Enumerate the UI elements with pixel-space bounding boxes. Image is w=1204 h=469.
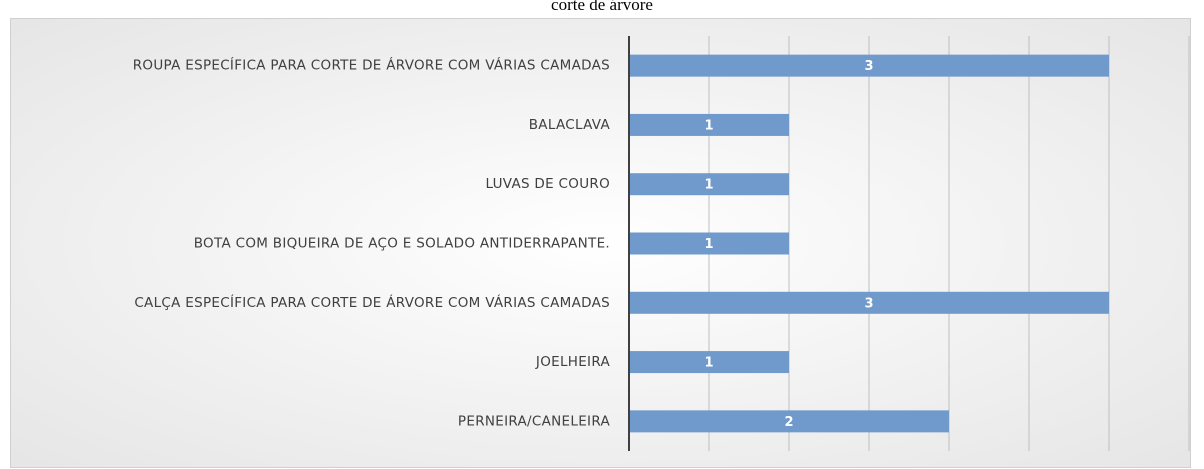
data-label: 1 <box>704 118 713 133</box>
data-label: 1 <box>704 178 713 193</box>
y-tick-label: JOELHEIRA <box>535 354 611 370</box>
bar <box>629 54 1109 77</box>
bar <box>629 113 789 136</box>
bar <box>629 291 1109 314</box>
data-label: 2 <box>784 415 793 430</box>
y-tick-label: PERNEIRA/CANELEIRA <box>458 413 611 429</box>
data-label: 3 <box>864 296 873 311</box>
bar <box>629 232 789 255</box>
data-label: 1 <box>704 237 713 252</box>
bar <box>629 173 789 196</box>
y-tick-label: BALACLAVA <box>529 117 611 133</box>
chart-title: corte de árvore <box>551 0 653 14</box>
y-tick-label: BOTA COM BIQUEIRA DE AÇO E SOLADO ANTIDE… <box>194 236 610 252</box>
y-tick-label: ROUPA ESPECÍFICA PARA CORTE DE ÁRVORE CO… <box>133 57 610 74</box>
data-label: 1 <box>704 356 713 371</box>
y-tick-label: LUVAS DE COURO <box>485 176 610 192</box>
y-tick-label: CALÇA ESPECÍFICA PARA CORTE DE ÁRVORE CO… <box>134 294 610 311</box>
chart-area <box>10 18 1191 468</box>
bar <box>629 351 789 374</box>
bar <box>629 410 949 433</box>
data-label: 3 <box>864 59 873 74</box>
